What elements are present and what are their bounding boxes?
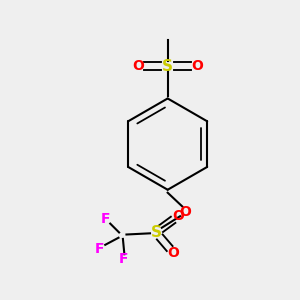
Text: O: O [168,246,179,260]
Text: O: O [191,59,203,73]
Text: F: F [95,242,105,256]
Text: O: O [132,59,144,73]
Text: F: F [101,212,111,226]
Text: F: F [119,252,128,266]
Text: S: S [150,225,161,240]
Text: O: O [179,205,191,219]
Text: O: O [172,209,184,223]
Text: S: S [162,58,173,74]
